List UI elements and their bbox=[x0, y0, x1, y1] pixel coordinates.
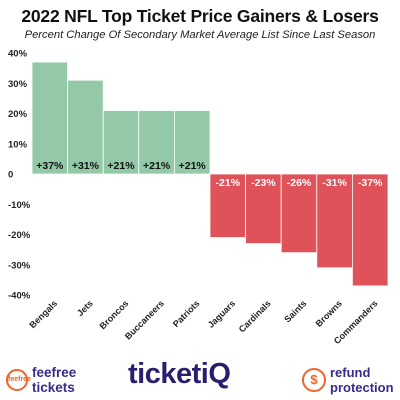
bar-jaguars bbox=[209, 173, 246, 238]
x-tick-label: Jets bbox=[75, 298, 95, 318]
x-tick-label: Browns bbox=[314, 298, 344, 328]
y-tick-label: 30% bbox=[8, 79, 28, 90]
feefree-logo-line1: feefree bbox=[32, 365, 77, 380]
y-tick-label: -10% bbox=[8, 200, 31, 211]
data-label: -23% bbox=[251, 177, 276, 189]
footer: feefree feefree tickets ticketiQ $ refun… bbox=[0, 356, 400, 400]
x-tick-label: Broncos bbox=[98, 298, 131, 331]
data-label: +21% bbox=[143, 160, 171, 172]
feefree-logo-line2: tickets bbox=[32, 380, 75, 395]
y-tick-label: -20% bbox=[8, 230, 31, 241]
x-tick-label: Patriots bbox=[171, 298, 202, 329]
data-label: +21% bbox=[179, 160, 207, 172]
x-tick-label: Saints bbox=[282, 298, 308, 324]
x-tick-label: Cardinals bbox=[237, 298, 273, 334]
data-label: +21% bbox=[107, 160, 135, 172]
y-tick-label: 40% bbox=[8, 49, 28, 60]
ticketiq-logo[interactable]: ticketiQ bbox=[128, 358, 231, 390]
y-tick-label: 10% bbox=[8, 139, 28, 150]
bar-commanders bbox=[351, 173, 389, 287]
x-tick-label: Bengals bbox=[27, 298, 59, 330]
y-tick-label: 20% bbox=[8, 109, 28, 120]
bar-saints bbox=[280, 173, 318, 254]
data-label: +31% bbox=[72, 160, 100, 172]
data-label: -21% bbox=[216, 177, 241, 189]
bar-cardinals bbox=[245, 173, 282, 244]
bar-jets bbox=[67, 79, 104, 175]
y-tick-label: -30% bbox=[8, 260, 31, 271]
refund-logo-line2: protection bbox=[330, 380, 394, 395]
data-label: -37% bbox=[358, 177, 383, 189]
refund-logo-line1: refund bbox=[330, 365, 371, 380]
y-tick-label: 0 bbox=[8, 170, 13, 181]
bar-buccaneers bbox=[138, 110, 175, 175]
bar-browns bbox=[316, 173, 353, 269]
dollar-refresh-icon: $ bbox=[302, 368, 326, 392]
feefree-ticket-icon: feefree bbox=[6, 369, 31, 391]
x-tick-label: Jaguars bbox=[206, 298, 237, 329]
data-label: -31% bbox=[322, 177, 347, 189]
chart-title: 2022 NFL Top Ticket Price Gainers & Lose… bbox=[21, 6, 379, 26]
data-label: -26% bbox=[287, 177, 312, 189]
chart-subtitle: Percent Change Of Secondary Market Avera… bbox=[24, 29, 376, 41]
bar-patriots bbox=[173, 110, 211, 175]
bar-bengals bbox=[31, 61, 68, 175]
y-tick-label: -40% bbox=[8, 291, 31, 302]
data-label: +37% bbox=[36, 160, 64, 172]
